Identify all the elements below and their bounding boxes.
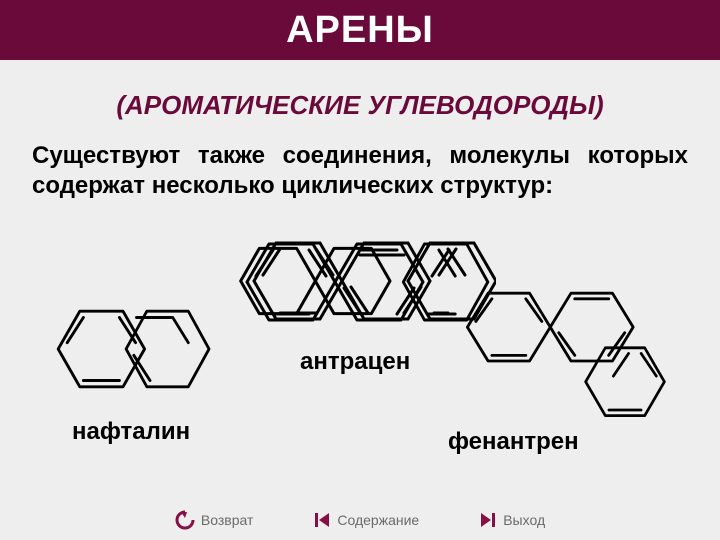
nav-back[interactable]: Возврат <box>175 510 254 530</box>
naphthalene-diagram <box>42 290 222 408</box>
nav-back-label: Возврат <box>201 512 254 528</box>
nav-contents[interactable]: Содержание <box>313 510 419 530</box>
phenanthrene-diagram <box>452 280 690 426</box>
nav-exit[interactable]: Выход <box>479 510 545 530</box>
nav-contents-label: Содержание <box>337 512 419 528</box>
nav-exit-label: Выход <box>503 512 545 528</box>
prev-icon <box>313 511 331 529</box>
back-icon <box>175 510 195 530</box>
footer-nav: Возврат Содержание Выход <box>0 510 720 530</box>
subtitle: (АРОМАТИЧЕСКИЕ УГЛЕВОДОРОДЫ) <box>0 90 720 121</box>
phenanthrene-label: фенантрен <box>448 428 579 456</box>
next-icon <box>479 511 497 529</box>
body-text: Существуют также соединения, молекулы ко… <box>32 141 688 201</box>
naphthalene-label: нафталин <box>72 418 190 446</box>
anthracene-label: антрацен <box>300 348 410 376</box>
title-bar: АРЕНЫ <box>0 0 720 60</box>
